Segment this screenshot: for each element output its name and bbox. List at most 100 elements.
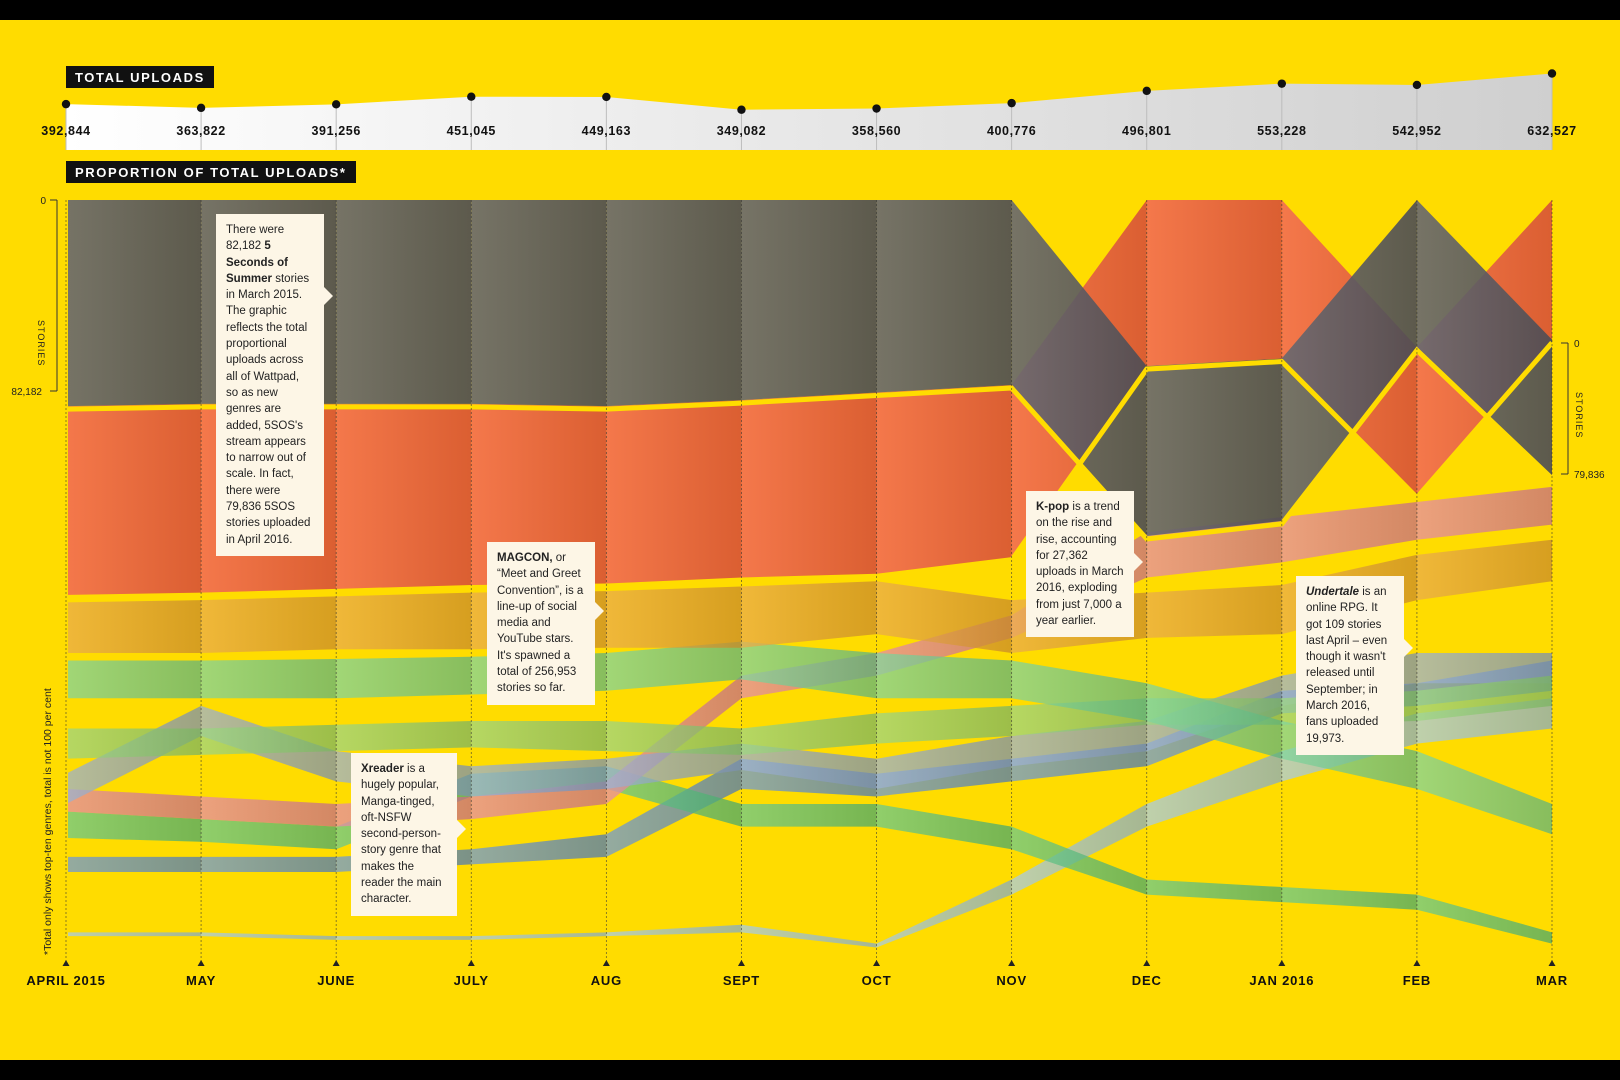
stream-shade (1416, 486, 1552, 540)
total-uploads-point (61, 99, 71, 109)
note-undertale-bold: Undertale (1306, 586, 1360, 598)
month-tick-label: OCT (862, 973, 892, 988)
stream-shade (1011, 660, 1147, 721)
note-kpop: K-pop is a trend on the rise and rise, a… (1026, 491, 1143, 638)
stream-shade (741, 581, 877, 648)
stream-shade (1011, 804, 1147, 895)
total-uploads-value-label: 451,045 (447, 124, 496, 138)
month-tick (1413, 960, 1421, 966)
stream-shade (471, 834, 607, 865)
stream-shade (1416, 698, 1552, 744)
footnote: *Total only shows top-ten genres, total … (42, 688, 54, 955)
stream-shade (741, 713, 877, 755)
stream-separator (68, 341, 1554, 601)
stream-shade (201, 796, 337, 827)
total-uploads-value-label: 358,560 (852, 124, 901, 138)
stream-shade (201, 856, 337, 872)
stream-shade (471, 403, 607, 586)
stream-shade (876, 705, 1012, 744)
month-tick (737, 960, 745, 966)
stream-shade (68, 600, 202, 653)
total-uploads-point (1142, 86, 1151, 96)
stream-shade (876, 653, 1012, 699)
total-uploads-value-label: 496,801 (1122, 124, 1171, 138)
month-axis: APRIL 2015 MAY JUNE JULY AUG SEPT OCT NOV DEC JAN… (26, 960, 1567, 988)
stream-shade (1281, 887, 1417, 910)
stream-shade (876, 879, 1012, 948)
stream-shade (1416, 653, 1552, 684)
month-tick-label: MAY (186, 973, 216, 988)
stream-shade (68, 789, 202, 820)
month-tick (873, 960, 881, 966)
stream-shade (471, 758, 607, 797)
stream-shade (68, 200, 202, 407)
total-uploads-value-label: 349,082 (717, 124, 766, 138)
stream-shade (68, 728, 202, 759)
stream-shade (876, 200, 1012, 393)
month-tick-label: DEC (1132, 973, 1162, 988)
stream-shade (201, 596, 337, 653)
note-undertale: Undertale is an online RPG. It got 109 s… (1296, 576, 1413, 755)
month-tick (1008, 960, 1016, 966)
stream-shade (1011, 200, 1147, 536)
total-uploads-chart: 392,844 363,822 391,256 451,045 449,163 349,0… (41, 69, 1576, 150)
note-magcon-bold: MAGCON, (497, 552, 553, 564)
total-uploads-point (872, 104, 881, 113)
stories-scales: 0 82,182 STORIES 0 79,836 STORIES *Total… (11, 196, 1605, 955)
stream-shade (68, 403, 202, 595)
total-uploads-point (1007, 98, 1016, 108)
total-uploads-value-label: 392,844 (41, 124, 90, 138)
stream-shade (1146, 358, 1282, 536)
stream-shade (1416, 539, 1552, 601)
stream-shade (471, 720, 607, 752)
stream-shade (741, 200, 877, 401)
stream-shade (68, 811, 202, 842)
total-uploads-point (1277, 79, 1287, 88)
stream-shade (1416, 894, 1552, 944)
stream-shade (336, 403, 472, 589)
stream-shade (606, 586, 742, 648)
month-tick (197, 960, 205, 966)
month-gridlines (65, 200, 1553, 964)
infographic-canvas: 392,844 363,822 391,256 451,045 449,163 349,0… (0, 20, 1620, 1060)
stream-shade (606, 743, 742, 789)
total-uploads-point (196, 103, 206, 113)
note-5sos: There were 82,182 5 Seconds of Summer st… (216, 214, 333, 556)
note-undertale-post: is an online RPG. It got 109 stories las… (1306, 586, 1388, 745)
left-scale-bottom: 82,182 (11, 387, 42, 398)
left-scale-top: 0 (40, 196, 46, 207)
stream-shade (68, 660, 202, 699)
stream-shade (606, 200, 742, 407)
stream-shade (876, 384, 1012, 574)
total-uploads-value-label: 553,228 (1257, 124, 1306, 138)
stream-shade (68, 932, 202, 937)
stream-shade (1146, 751, 1282, 827)
stream-shade (876, 804, 1012, 850)
stream-shade (606, 758, 742, 857)
right-scale-top: 0 (1574, 339, 1580, 350)
stream-shade (741, 392, 877, 578)
stream-shade (336, 720, 472, 752)
total-uploads-point (1547, 69, 1557, 78)
stream-shade (1011, 826, 1147, 895)
stream-shade (606, 924, 742, 937)
total-uploads-header: TOTAL UPLOADS (66, 66, 214, 88)
month-tick-label: JUNE (317, 973, 355, 988)
total-uploads-value-label: 449,163 (582, 124, 631, 138)
stream-shade (336, 200, 472, 404)
stream-shade (1416, 675, 1552, 721)
stream-shade (1146, 200, 1282, 367)
stream-shade (336, 936, 472, 940)
note-xreader-post: is a hugely popular, Manga-tinged, oft-N… (361, 763, 442, 906)
stream-shade (606, 720, 742, 755)
note-kpop-bold: K-pop (1036, 501, 1070, 513)
stream-shade (876, 581, 1012, 653)
stream-shade (1146, 585, 1282, 638)
stream-shade (741, 743, 877, 789)
total-uploads-value-label: 391,256 (311, 124, 360, 138)
stream-shade (201, 659, 337, 699)
month-tick-label: FEB (1403, 973, 1431, 988)
stream-shade (1146, 879, 1282, 903)
total-uploads-point (737, 105, 746, 114)
month-tick (1278, 960, 1286, 966)
